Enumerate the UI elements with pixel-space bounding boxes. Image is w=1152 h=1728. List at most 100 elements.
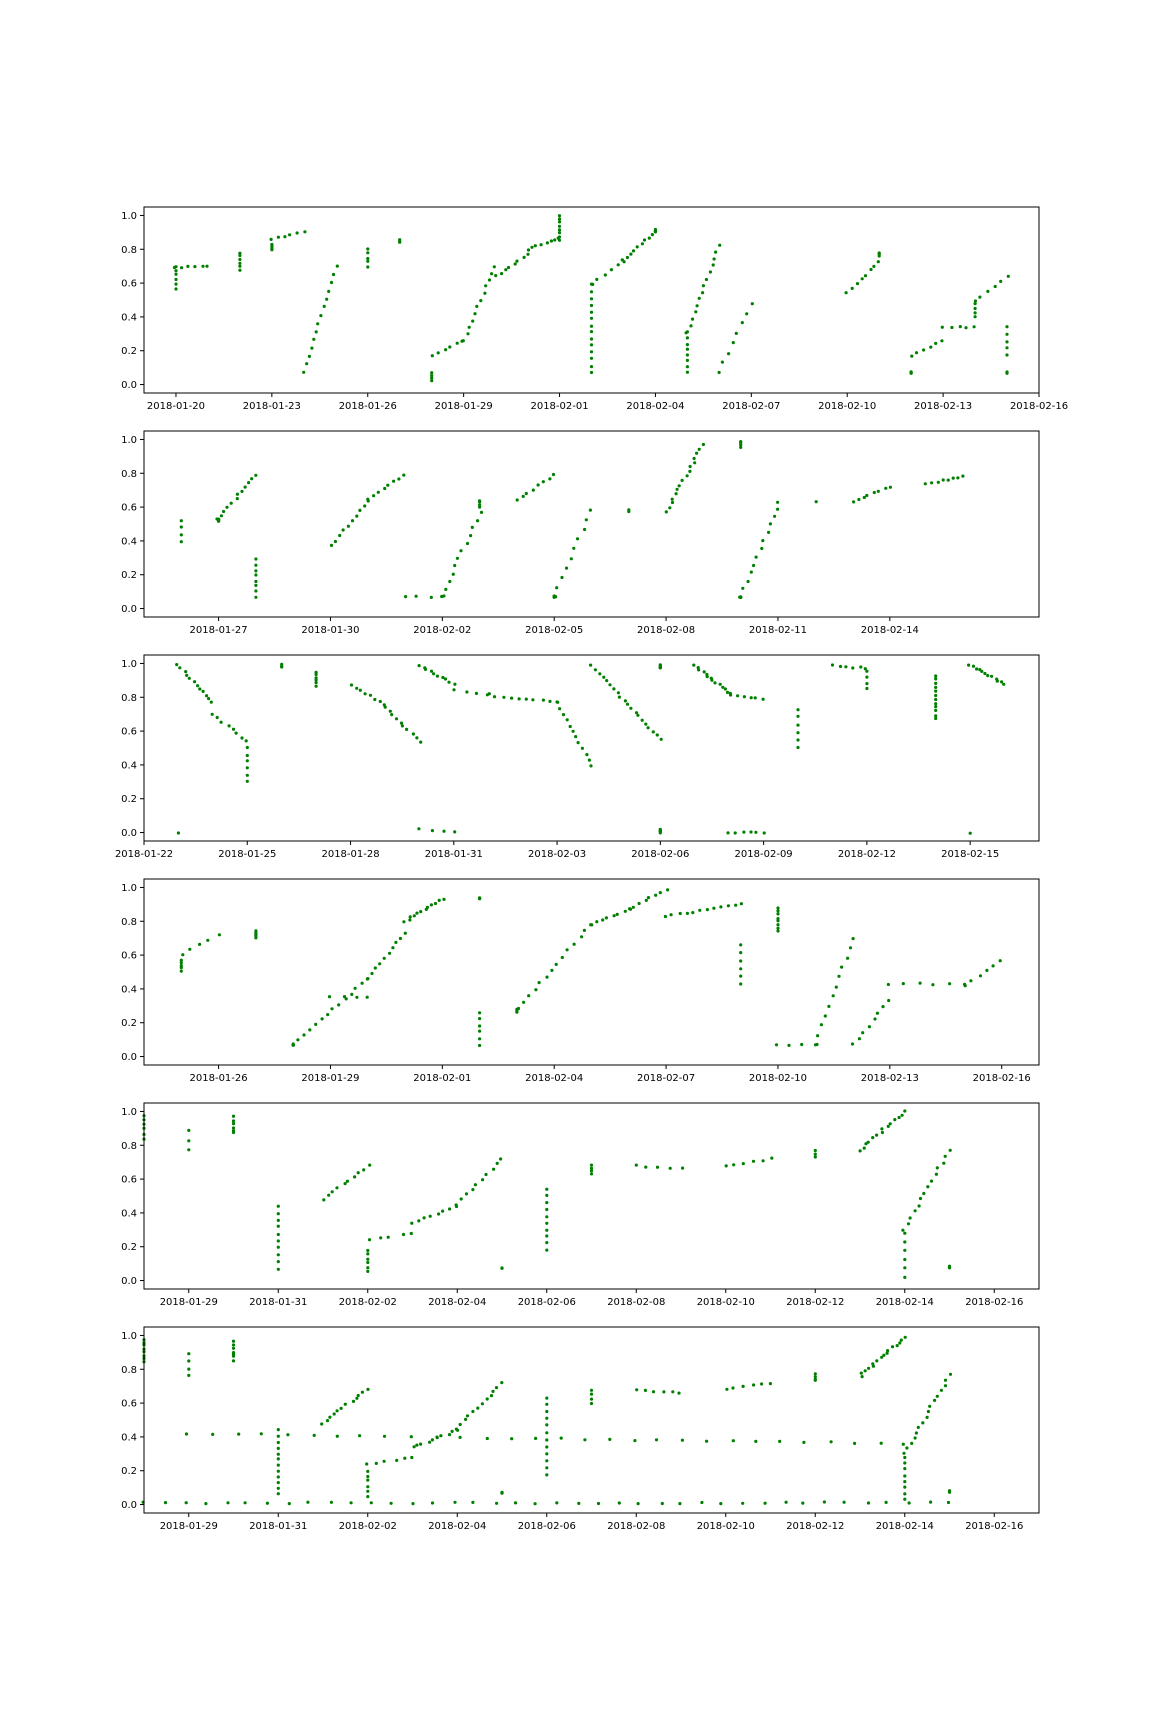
x-tick-label: 2018-02-07: [637, 1073, 695, 1084]
data-point: [710, 678, 714, 682]
data-point: [545, 1459, 549, 1463]
data-point: [859, 1371, 863, 1375]
data-point: [928, 1404, 932, 1408]
data-point: [367, 1238, 372, 1242]
y-tick-label: 0.6: [121, 727, 137, 738]
data-point: [685, 343, 690, 347]
data-point: [761, 1159, 765, 1163]
data-point: [693, 461, 697, 465]
data-point: [685, 370, 690, 374]
data-point: [565, 718, 569, 722]
data-point: [452, 688, 456, 692]
x-tick-label: 2018-01-23: [243, 401, 301, 412]
data-point: [745, 312, 749, 316]
data-point: [850, 286, 854, 290]
data-point: [913, 1209, 917, 1213]
data-point: [697, 296, 701, 300]
data-point: [867, 1025, 872, 1029]
data-point: [187, 1139, 191, 1143]
data-point: [689, 324, 693, 328]
data-point: [885, 1351, 889, 1355]
data-point: [366, 247, 370, 251]
data-point: [187, 1128, 191, 1132]
data-point: [360, 1390, 364, 1394]
data-point: [415, 911, 419, 915]
data-point: [187, 1352, 191, 1356]
data-point: [417, 1219, 421, 1223]
data-point: [623, 699, 628, 703]
x-tick-label: 2018-01-31: [249, 1297, 307, 1308]
data-point: [428, 1440, 432, 1444]
data-point: [589, 316, 594, 320]
data-point: [254, 557, 258, 561]
data-point: [978, 974, 983, 978]
data-point: [495, 1161, 499, 1165]
data-point: [368, 1163, 372, 1167]
data-point: [857, 1037, 862, 1041]
data-point: [231, 1119, 236, 1123]
data-point: [504, 268, 508, 272]
data-point: [478, 503, 482, 507]
data-point: [844, 665, 848, 669]
data-point: [349, 683, 354, 687]
data-point: [244, 739, 248, 743]
data-point: [1000, 680, 1004, 684]
data-point: [561, 713, 566, 717]
data-point: [515, 498, 519, 502]
data-point: [569, 557, 573, 561]
data-point: [205, 694, 209, 698]
data-point: [903, 1275, 907, 1279]
data-point: [545, 1221, 549, 1225]
x-tick-label: 2018-01-26: [339, 401, 397, 412]
y-tick-label: 0.0: [121, 604, 137, 615]
data-point: [458, 1435, 462, 1439]
data-point: [226, 1501, 230, 1505]
data-point: [286, 1433, 290, 1437]
y-tick-label: 0.2: [121, 346, 137, 357]
data-point: [325, 297, 329, 301]
data-point: [379, 1236, 383, 1240]
data-point: [362, 1168, 366, 1172]
data-point: [343, 1402, 347, 1406]
data-point: [305, 362, 309, 366]
data-point: [557, 231, 562, 235]
x-tick-label: 2018-02-11: [749, 625, 807, 636]
x-tick-label: 2018-02-10: [749, 1073, 807, 1084]
data-point: [500, 1266, 504, 1270]
data-point: [453, 682, 457, 686]
data-point: [1002, 682, 1006, 686]
data-point: [704, 277, 709, 282]
data-point: [692, 663, 696, 667]
y-tick-label: 0.8: [121, 245, 137, 256]
data-point: [366, 1469, 370, 1473]
data-point: [893, 1118, 897, 1122]
data-point: [196, 684, 200, 688]
data-point: [335, 1434, 339, 1438]
data-point: [329, 1500, 333, 1504]
data-point: [276, 1486, 280, 1490]
x-tick-label: 2018-02-10: [818, 401, 876, 412]
y-tick-label: 0.0: [121, 828, 137, 839]
data-point: [388, 951, 392, 955]
data-point: [303, 230, 307, 234]
data-point: [857, 497, 861, 502]
data-point: [905, 1446, 909, 1450]
data-point: [971, 664, 976, 668]
data-point: [664, 510, 668, 514]
y-tick-label: 0.8: [121, 1141, 137, 1152]
x-tick-label: 2018-02-02: [413, 625, 471, 636]
data-point: [545, 1423, 549, 1427]
data-point: [238, 257, 242, 262]
data-point: [231, 1122, 236, 1126]
data-point: [903, 1480, 907, 1484]
data-point: [389, 1501, 393, 1505]
data-point: [660, 1501, 664, 1506]
data-point: [823, 1014, 827, 1018]
data-point: [880, 1355, 884, 1359]
data-point: [510, 1437, 514, 1441]
data-point: [439, 1434, 443, 1438]
data-point: [585, 753, 589, 757]
data-point: [602, 675, 606, 679]
data-point: [813, 1148, 817, 1153]
